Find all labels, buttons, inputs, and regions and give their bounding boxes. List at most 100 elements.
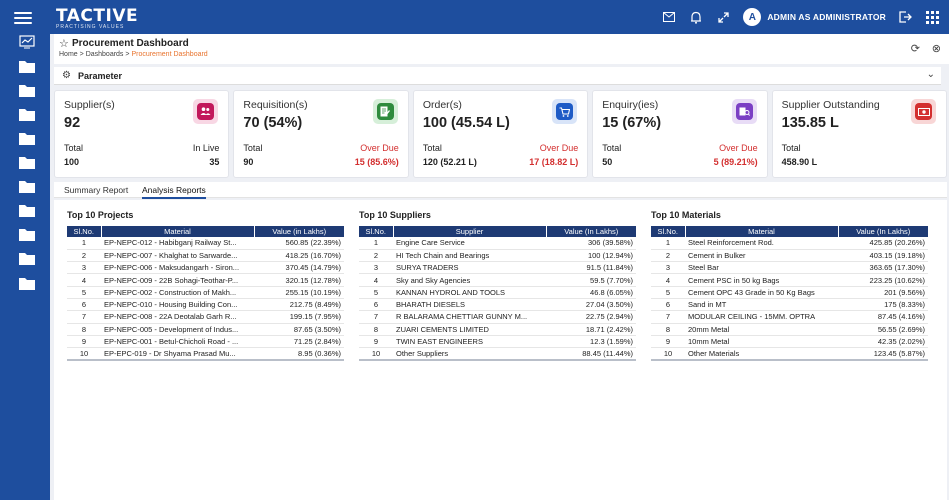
row-name: EP-NEPC-005 - Development of Indus... xyxy=(101,323,254,336)
table-row[interactable]: 9 TWIN EAST ENGINEERS 12.3 (1.59%) xyxy=(359,335,636,349)
parameter-bar[interactable]: ⚙ Parameter ⌄ xyxy=(54,67,941,85)
card-requisitions[interactable]: Requisition(s) 70 (54%) Total Over Due 90… xyxy=(233,90,409,178)
star-icon[interactable]: ☆ xyxy=(59,38,69,50)
table-row[interactable]: 5 Cement OPC 43 Grade in 50 Kg Bags 201 (9… xyxy=(651,286,928,299)
app-logo[interactable]: TACTIVE PRACTISING VALUES xyxy=(56,6,138,30)
table-row[interactable]: 1 Steel Reinforcement Rod. 425.85 (20.26%) xyxy=(651,237,928,250)
close-icon[interactable]: ⊗ xyxy=(931,43,941,55)
table-row[interactable]: 2 HI Tech Chain and Bearings 100 (12.94%) xyxy=(359,249,636,263)
user-name[interactable]: ADMIN AS ADMINISTRATOR xyxy=(767,12,886,22)
table-row[interactable]: 10 Other Suppliers 88.45 (11.44%) xyxy=(359,347,636,361)
tab-analysis-reports[interactable]: Analysis Reports xyxy=(142,185,206,199)
column-header[interactable]: Material xyxy=(685,226,839,237)
table-row[interactable]: 8 ZUARI CEMENTS LIMITED 18.71 (2.42%) xyxy=(359,323,636,336)
table-row[interactable]: 8 20mm Metal 56.55 (2.69%) xyxy=(651,323,928,336)
folder-icon[interactable] xyxy=(19,108,35,122)
table-row[interactable]: 6 Sand in MT 175 (8.33%) xyxy=(651,298,928,312)
table-row[interactable]: 4 Cement PSC in 50 kg Bags 223.25 (10.62%) xyxy=(651,273,928,287)
card-orders[interactable]: Order(s) 100 (45.54 L) Total Over Due 120… xyxy=(412,90,589,178)
row-name: Other Materials xyxy=(685,347,838,361)
table-row[interactable]: 3 EP-NEPC-006 - Maksudangarh - Siron... 37… xyxy=(67,261,344,275)
mail-icon[interactable] xyxy=(662,10,676,24)
table-row[interactable]: 10 Other Materials 123.45 (5.87%) xyxy=(651,347,928,361)
row-value: 363.65 (17.30%) xyxy=(838,261,928,275)
column-header[interactable]: Material xyxy=(101,226,255,237)
refresh-icon[interactable]: ⟳ xyxy=(910,43,920,55)
row-value: 560.85 (22.39%) xyxy=(254,237,344,250)
apps-grid-icon[interactable] xyxy=(925,10,939,24)
folder-icon[interactable] xyxy=(19,84,35,98)
card-enquiries[interactable]: Enquiry(ies) 15 (67%) Total Over Due 50 5 … xyxy=(592,90,768,178)
folder-icon[interactable] xyxy=(19,180,35,194)
folder-icon[interactable] xyxy=(19,156,35,170)
table-row[interactable]: 3 SURYA TRADERS 91.5 (11.84%) xyxy=(359,261,636,275)
chevron-down-icon[interactable]: ⌄ xyxy=(926,69,935,80)
folder-icon[interactable] xyxy=(19,204,35,218)
row-value: 123.45 (5.87%) xyxy=(838,347,928,361)
row-serial: 9 xyxy=(651,335,685,349)
table-row[interactable]: 1 Engine Care Service 306 (39.58%) xyxy=(359,237,636,250)
breadcrumb: Home > Dashboards > Procurement Dashboar… xyxy=(59,51,208,58)
table-row[interactable]: 2 EP-NEPC-007 - Khalghat to Sarwarde... 41… xyxy=(67,249,344,263)
table-row[interactable]: 9 10mm Metal 42.35 (2.02%) xyxy=(651,335,928,349)
table-row[interactable]: 5 EP-NEPC-002 - Construction of Makh... 25… xyxy=(67,286,344,299)
table-row[interactable]: 1 EP-NEPC-012 - Habibganj Railway St... 56… xyxy=(67,237,344,250)
column-header[interactable]: Value (In Lakhs) xyxy=(838,226,928,237)
table-row[interactable]: 7 EP-NEPC-008 - 22A Deotalab Garh R... 199… xyxy=(67,310,344,324)
row-serial: 8 xyxy=(67,323,101,336)
row-name: EP-NEPC-006 - Maksudangarh - Siron... xyxy=(101,261,254,275)
row-name: TWIN EAST ENGINEERS xyxy=(393,335,546,349)
row-name: 10mm Metal xyxy=(685,335,838,349)
row-serial: 6 xyxy=(651,298,685,312)
row-value: 212.75 (8.49%) xyxy=(254,298,344,312)
table-row[interactable]: 4 EP-NEPC-009 - 22B Sohagi-Teothar-P... 32… xyxy=(67,273,344,287)
row-serial: 2 xyxy=(67,249,101,263)
dashboard-icon[interactable] xyxy=(19,35,35,49)
gear-icon: ⚙ xyxy=(62,70,71,81)
page-title: Procurement Dashboard xyxy=(72,38,189,49)
table-row[interactable]: 6 BHARATH DIESELS 27.04 (3.50%) xyxy=(359,298,636,312)
folder-icon[interactable] xyxy=(19,132,35,146)
breadcrumb-dashboards[interactable]: Dashboards xyxy=(85,51,124,58)
column-header[interactable]: Sl.No. xyxy=(651,226,686,237)
total-label: Total xyxy=(602,143,622,153)
table-row[interactable]: 8 EP-NEPC-005 - Development of Indus... 87… xyxy=(67,323,344,336)
table-row[interactable]: 6 EP-NEPC-010 - Housing Building Con... 21… xyxy=(67,298,344,312)
card-value: 15 (67%) xyxy=(602,115,662,131)
folder-icon[interactable] xyxy=(19,277,35,291)
table-row[interactable]: 3 Steel Bar 363.65 (17.30%) xyxy=(651,261,928,275)
breadcrumb-home[interactable]: Home xyxy=(59,51,78,58)
expand-icon[interactable] xyxy=(716,10,730,24)
logout-icon[interactable] xyxy=(898,10,912,24)
bell-icon[interactable] xyxy=(689,10,703,24)
card-supplier-outstanding[interactable]: Supplier Outstanding 135.85 L Total 458.… xyxy=(771,90,948,178)
folder-icon[interactable] xyxy=(19,60,35,74)
row-serial: 2 xyxy=(359,249,393,263)
table-row[interactable]: 5 KANNAN HYDROL AND TOOLS 46.8 (6.05%) xyxy=(359,286,636,299)
page-header: ☆ Procurement Dashboard Home > Dashboard… xyxy=(54,34,949,64)
hamburger-menu-icon[interactable] xyxy=(14,12,32,24)
card-value: 135.85 L xyxy=(781,115,839,131)
folder-icon[interactable] xyxy=(19,252,35,266)
money-icon xyxy=(911,99,937,124)
column-header[interactable]: Sl.No. xyxy=(67,226,102,237)
table-row[interactable]: 4 Sky and Sky Agencies 59.5 (7.70%) xyxy=(359,273,636,287)
table-row[interactable]: 9 EP-NEPC-001 - Betul-Chicholi Road - ...… xyxy=(67,335,344,349)
table-row[interactable]: 7 MODULAR CEILING - 15MM. OPTRA 87.45 (4.1… xyxy=(651,310,928,324)
folder-icon[interactable] xyxy=(19,228,35,242)
column-header[interactable]: Sl.No. xyxy=(359,226,394,237)
row-serial: 2 xyxy=(651,249,685,263)
table-row[interactable]: 10 EP-EPC-019 - Dr Shyama Prasad Mu... 8.9… xyxy=(67,347,344,361)
table-row[interactable]: 2 Cement in Bulker 403.15 (19.18%) xyxy=(651,249,928,263)
row-serial: 1 xyxy=(67,237,101,250)
tab-summary-report[interactable]: Summary Report xyxy=(64,185,129,195)
main-content: ☆ Procurement Dashboard Home > Dashboard… xyxy=(50,34,949,500)
column-header[interactable]: Value (in Lakhs) xyxy=(254,226,344,237)
card-suppliers[interactable]: Supplier(s) 92 Total In Live 100 35 xyxy=(54,90,230,178)
column-header[interactable]: Value (In Lakhs) xyxy=(546,226,636,237)
breadcrumb-current: Procurement Dashboard xyxy=(131,51,208,58)
avatar[interactable]: A xyxy=(743,8,762,26)
column-header[interactable]: Supplier xyxy=(393,226,547,237)
row-value: 100 (12.94%) xyxy=(546,249,636,263)
